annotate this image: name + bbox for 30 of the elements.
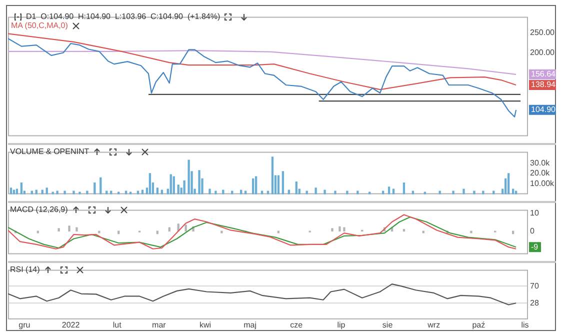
x-tick-label: sie xyxy=(382,320,394,330)
x-tick-label: mar xyxy=(152,320,166,330)
x-tick-label: kwi xyxy=(199,320,212,330)
x-tick-label: gru xyxy=(18,320,30,330)
x-tick-label: cze xyxy=(290,320,304,330)
chart-title: MACD (12,26,9) xyxy=(10,205,68,214)
x-tick-label: lis xyxy=(521,320,529,330)
y-tick-label: 200.00 xyxy=(530,48,556,57)
y-tick-label: 30.0k xyxy=(530,158,551,168)
y-tick-label: 28 xyxy=(530,298,540,308)
annotation: -9 xyxy=(531,242,539,252)
annotation: 104.90 xyxy=(531,105,556,114)
annotation: 156.64 xyxy=(531,70,556,79)
y-tick-label: 10 xyxy=(530,208,540,218)
series-label: MA (50,C,MA,0) xyxy=(11,21,68,30)
x-tick-label: maj xyxy=(244,320,257,330)
y-tick-label: 250.00 xyxy=(530,28,556,38)
chart-title: VOLUME & OPENINT xyxy=(10,147,90,156)
y-tick-label: 70 xyxy=(530,281,540,290)
x-tick-label: lip xyxy=(337,320,346,330)
y-tick-label: 0 xyxy=(530,226,535,236)
chart-title: RSI (14) xyxy=(10,265,40,274)
x-tick-label: 2022 xyxy=(62,320,80,330)
y-tick-label: 20.0k xyxy=(530,168,551,178)
x-tick-label: wrz xyxy=(426,320,440,330)
x-tick-label: paź xyxy=(472,320,486,330)
y-tick-label: 10.00k xyxy=(530,179,556,188)
annotation: 138.94 xyxy=(531,80,556,90)
chart-title: D1 O:104.90 H:104.90 L:103.96 C:104.90 (+1.84%) xyxy=(26,12,220,21)
x-tick-label: lut xyxy=(112,320,122,330)
